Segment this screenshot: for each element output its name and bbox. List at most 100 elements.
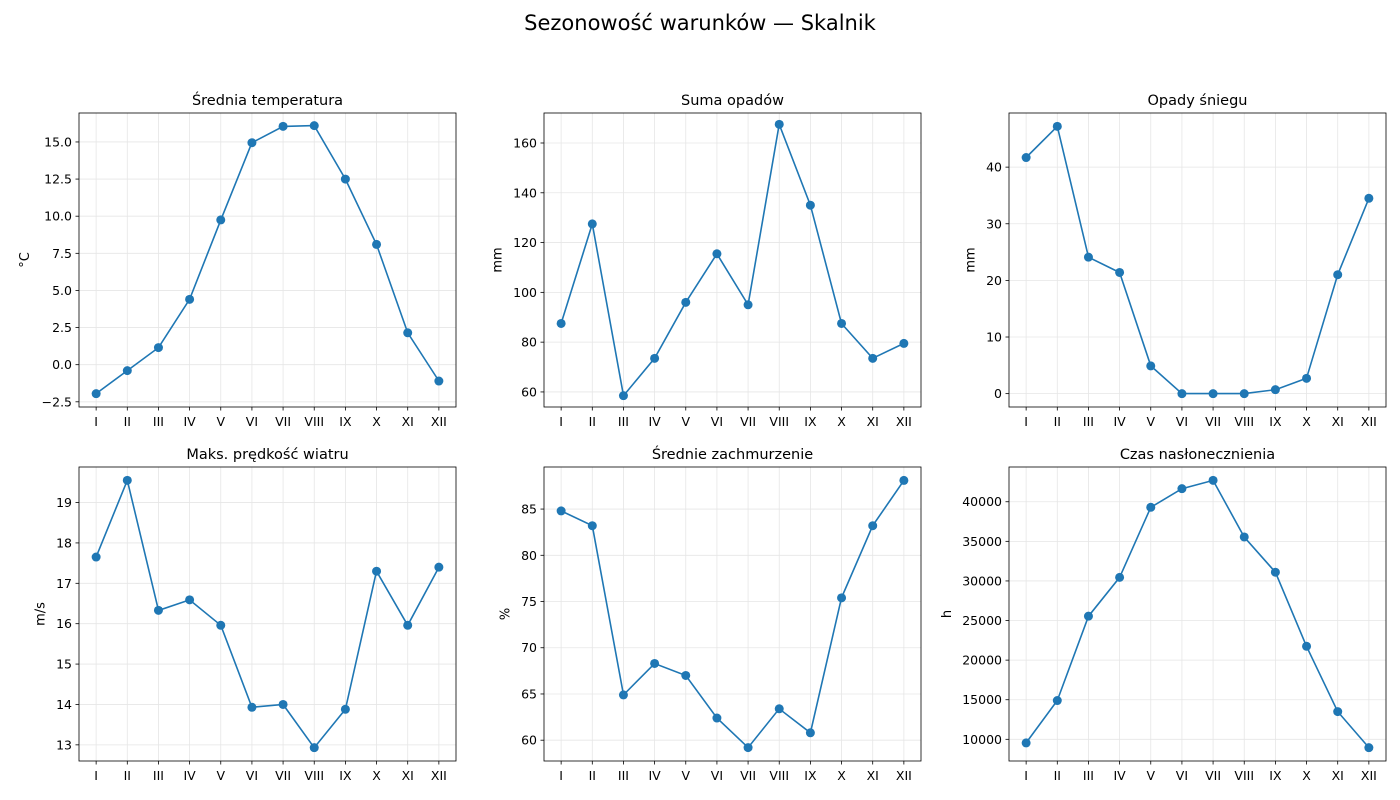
data-point bbox=[247, 702, 257, 712]
y-tick-label: 85 bbox=[521, 502, 537, 517]
data-point bbox=[91, 389, 101, 399]
data-point bbox=[340, 704, 350, 714]
x-tick-label: V bbox=[1146, 768, 1155, 783]
data-point bbox=[1146, 361, 1156, 371]
chart-panel-5: I II III IV V VI VII VIII IX X XI XII606570758085Śr… bbox=[498, 445, 922, 783]
x-tick-label: III bbox=[618, 414, 629, 429]
x-tick-label: XI bbox=[1332, 414, 1344, 429]
data-point bbox=[774, 119, 784, 129]
x-tick-label: XII bbox=[896, 768, 912, 783]
series-line bbox=[1025, 479, 1370, 749]
y-tick-label: 10 bbox=[986, 330, 1002, 345]
x-tick-label: I bbox=[1024, 768, 1028, 783]
data-point bbox=[650, 658, 660, 668]
y-tick-label: 35000 bbox=[962, 534, 1002, 549]
x-tick-label: IX bbox=[1269, 768, 1282, 783]
data-point bbox=[681, 297, 691, 307]
y-tick-label: 120 bbox=[513, 235, 537, 250]
data-point bbox=[1021, 738, 1031, 748]
axes-frame bbox=[78, 112, 457, 408]
data-point bbox=[216, 215, 226, 225]
x-tick-label: VIII bbox=[304, 414, 324, 429]
x-tick-label: V bbox=[681, 414, 690, 429]
y-tick-label: 100 bbox=[513, 285, 537, 300]
x-tick-label: VI bbox=[246, 414, 258, 429]
y-axis-label: mm bbox=[963, 247, 978, 272]
x-tick-label: XII bbox=[1361, 414, 1377, 429]
y-tick-label: 80 bbox=[521, 335, 537, 350]
chart-title: Średnia temperatura bbox=[192, 91, 343, 109]
data-point bbox=[185, 595, 195, 605]
data-point bbox=[434, 376, 444, 386]
x-tick-label: VIII bbox=[304, 768, 324, 783]
y-tick-label: 15000 bbox=[962, 692, 1002, 707]
data-point bbox=[122, 475, 132, 485]
y-tick-label: 10.0 bbox=[44, 209, 72, 224]
x-tick-label: I bbox=[1024, 414, 1028, 429]
data-point bbox=[1021, 153, 1031, 163]
y-tick-label: 15.0 bbox=[44, 134, 72, 149]
x-tick-label: V bbox=[216, 414, 225, 429]
y-tick-label: 75 bbox=[521, 594, 537, 609]
x-tick-label: V bbox=[681, 768, 690, 783]
x-tick-label: VI bbox=[246, 768, 258, 783]
data-point bbox=[1083, 611, 1093, 621]
y-tick-label: 0 bbox=[994, 386, 1002, 401]
x-tick-label: X bbox=[1302, 768, 1311, 783]
x-tick-label: IV bbox=[648, 768, 661, 783]
y-tick-label: 14 bbox=[56, 697, 72, 712]
data-point bbox=[1333, 707, 1343, 717]
y-tick-label: 30000 bbox=[962, 573, 1002, 588]
x-tick-label: IV bbox=[1113, 768, 1126, 783]
y-tick-label: 13 bbox=[56, 737, 72, 752]
y-tick-label: 140 bbox=[513, 185, 537, 200]
x-tick-label: IX bbox=[804, 768, 817, 783]
data-point bbox=[712, 713, 722, 723]
y-tick-label: 20 bbox=[986, 273, 1002, 288]
data-point bbox=[1146, 502, 1156, 512]
x-tick-label: VI bbox=[711, 414, 723, 429]
x-tick-label: VII bbox=[275, 414, 291, 429]
data-point bbox=[774, 704, 784, 714]
data-point bbox=[91, 552, 101, 562]
data-point bbox=[743, 743, 753, 753]
data-point bbox=[899, 338, 909, 348]
data-point bbox=[1364, 193, 1374, 203]
data-point bbox=[1052, 121, 1062, 131]
y-axis-label: h bbox=[940, 610, 955, 618]
x-tick-label: IX bbox=[339, 414, 352, 429]
x-tick-label: III bbox=[1083, 414, 1094, 429]
x-tick-label: IX bbox=[804, 414, 817, 429]
y-tick-label: 0.0 bbox=[52, 357, 72, 372]
figure-title: Sezonowość warunków — Skalnik bbox=[524, 11, 876, 35]
data-point bbox=[1083, 252, 1093, 262]
x-tick-label: VII bbox=[1205, 414, 1221, 429]
x-tick-label: V bbox=[216, 768, 225, 783]
y-tick-label: 19 bbox=[56, 495, 72, 510]
x-tick-label: XI bbox=[867, 768, 879, 783]
y-axis-label: m/s bbox=[33, 602, 48, 626]
chart-panel-6: I II III IV V VI VII VIII IX X XI XII10000150002000… bbox=[940, 447, 1387, 783]
y-tick-label: 60 bbox=[521, 384, 537, 399]
chart-panel-2: I II III IV V VI VII VIII IX X XI XII60801001201401… bbox=[491, 93, 922, 429]
data-point bbox=[1052, 696, 1062, 706]
axes-frame bbox=[78, 466, 457, 762]
y-tick-label: 70 bbox=[521, 640, 537, 655]
data-point bbox=[837, 318, 847, 328]
x-tick-label: X bbox=[372, 414, 381, 429]
data-point bbox=[837, 593, 847, 603]
data-point bbox=[618, 690, 628, 700]
chart-title: Maks. prędkość wiatru bbox=[186, 447, 348, 463]
data-point bbox=[403, 620, 413, 630]
y-tick-label: 40 bbox=[986, 160, 1002, 175]
x-tick-label: XII bbox=[896, 414, 912, 429]
x-tick-label: XI bbox=[1332, 768, 1344, 783]
data-point bbox=[122, 366, 132, 376]
axes-frame bbox=[1008, 466, 1387, 762]
series-line bbox=[95, 124, 440, 395]
series-line bbox=[560, 479, 905, 749]
data-point bbox=[712, 249, 722, 259]
x-tick-label: I bbox=[559, 768, 563, 783]
data-point bbox=[805, 728, 815, 738]
